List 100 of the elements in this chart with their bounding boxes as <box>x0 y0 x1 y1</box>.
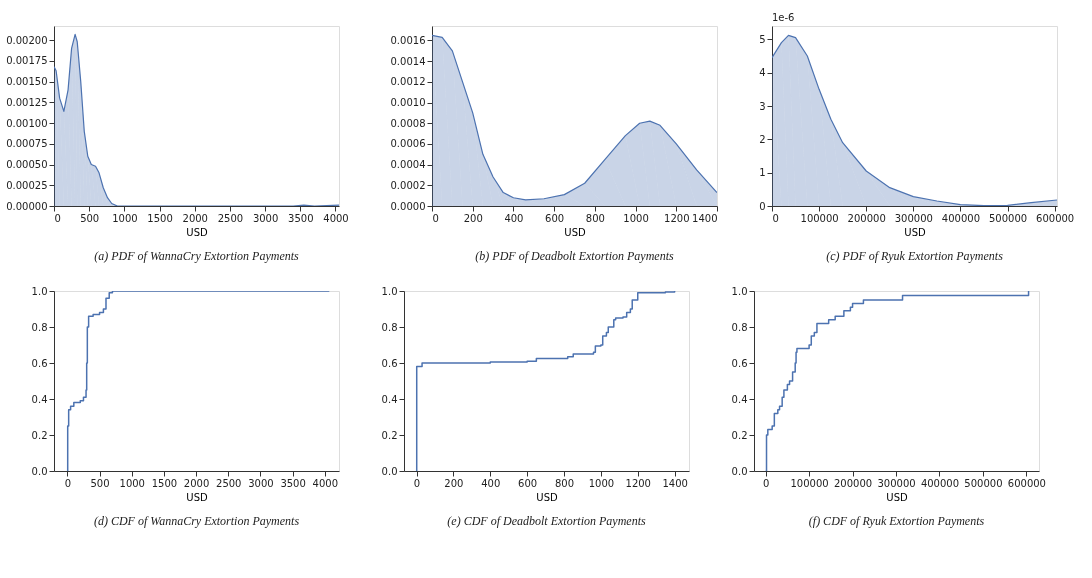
y-tick-label: 1.0 <box>731 285 748 297</box>
x-tick-label: 400 <box>481 477 501 489</box>
x-tick-label: 1500 <box>147 212 173 224</box>
x-tick-label: 600 <box>545 212 565 224</box>
y-tick-label: 0.0010 <box>390 97 426 109</box>
x-tick-label: 3000 <box>248 477 274 489</box>
y-tick-label: 4 <box>759 67 766 79</box>
y-tick-label: 1 <box>759 167 766 179</box>
x-tick-label: 1500 <box>151 477 178 489</box>
y-tick-label: 0.0004 <box>390 159 426 171</box>
x-axis-title: USD <box>886 491 908 503</box>
y-tick-label: 0.0008 <box>390 117 426 129</box>
y-tick-label: 0.00025 <box>6 179 48 191</box>
y-tick-label: 0.0014 <box>390 55 426 67</box>
x-tick-label: 2000 <box>183 477 210 489</box>
x-tick-label: 2500 <box>217 212 244 224</box>
text: (c) PDF of Ryuk Extortion Payments <box>826 249 1004 263</box>
x-tick-label: 1000 <box>112 212 138 224</box>
y-tick-label: 0.2 <box>31 429 48 441</box>
x-tick-label: 2500 <box>216 477 242 489</box>
x-tick-label: 800 <box>585 212 605 224</box>
y-tick-label: 2 <box>759 133 766 145</box>
y-tick-label: 0.0 <box>31 465 48 477</box>
x-tick-label: 0 <box>772 212 779 224</box>
x-tick-label: 1400 <box>692 212 718 224</box>
y-tick-label: 0.6 <box>31 357 48 369</box>
y-tick-label: 0.2 <box>381 429 398 441</box>
x-tick-label: 400 <box>504 212 524 224</box>
y-tick-label: 0.00150 <box>6 76 48 88</box>
text: (b) PDF of Deadbolt Extortion Payments <box>475 249 674 263</box>
x-axis-title: USD <box>536 491 558 503</box>
text: (e) CDF of Deadbolt Extortion Payments <box>447 514 646 528</box>
y-tick-label: 0.8 <box>381 321 398 333</box>
y-tick-label: 0.0 <box>381 465 398 477</box>
x-tick-label: 0 <box>64 477 72 489</box>
y-tick-label: 0.00050 <box>6 159 48 171</box>
x-tick-label: 500 <box>80 212 100 224</box>
x-tick-label: 3500 <box>280 477 306 489</box>
x-tick-label: 1000 <box>623 212 649 224</box>
x-axis-title: USD <box>186 491 208 503</box>
x-tick-label: 1200 <box>625 477 651 489</box>
y-tick-label: 0.00175 <box>6 55 48 67</box>
x-tick-label: 4000 <box>312 477 339 489</box>
x-tick-label: 200000 <box>833 477 873 489</box>
x-tick-label: 200 <box>444 477 464 489</box>
text: (f) CDF of Ryuk Extortion Payments <box>808 514 985 528</box>
y-tick-label: 0.0002 <box>390 179 426 191</box>
x-tick-label: 300000 <box>894 212 933 224</box>
y-tick-label: 1.0 <box>31 285 48 297</box>
y-tick-label: 0.0000 <box>390 200 426 212</box>
y-tick-label: 0.0 <box>731 465 748 477</box>
y-tick-label: 1.0 <box>381 285 398 297</box>
x-tick-label: 0 <box>54 212 61 224</box>
x-tick-label: 400000 <box>920 477 960 489</box>
x-tick-label: 400000 <box>941 212 981 224</box>
x-tick-label: 1000 <box>588 477 615 489</box>
y-tick-label: 5 <box>759 33 766 45</box>
x-tick-label: 800 <box>554 477 575 489</box>
x-tick-label: 4000 <box>323 212 349 224</box>
x-axis-title: USD <box>564 226 586 238</box>
y-tick-label: 3 <box>759 100 766 112</box>
y-tick-label: 0 <box>759 200 766 212</box>
x-tick-label: 300000 <box>877 477 916 489</box>
y-tick-label: 0.00075 <box>6 138 48 150</box>
text: (a) PDF of WannaCry Extortion Payments <box>94 249 300 263</box>
x-tick-label: 2000 <box>182 212 208 224</box>
y-tick-label: 0.00100 <box>6 117 48 129</box>
x-tick-label: 1400 <box>662 477 688 489</box>
x-tick-label: 1000 <box>119 477 145 489</box>
y-tick-label: 0.4 <box>31 393 48 405</box>
x-tick-label: 500 <box>90 477 110 489</box>
y-tick-label: 0.00200 <box>6 34 48 46</box>
y-tick-label: 0.0016 <box>390 34 426 46</box>
y-tick-label: 0.6 <box>731 357 748 369</box>
text: 1e-6 <box>772 12 795 23</box>
x-tick-label: 0 <box>432 212 439 224</box>
text: (d) CDF of WannaCry Extortion Payments <box>93 514 300 528</box>
x-tick-label: 500000 <box>964 477 1003 489</box>
y-tick-label: 0.0006 <box>390 138 426 150</box>
y-tick-label: 0.4 <box>731 393 748 405</box>
x-tick-label: 3000 <box>252 212 279 224</box>
y-tick-label: 0.0012 <box>390 76 426 88</box>
x-tick-label: 3500 <box>288 212 314 224</box>
y-tick-label: 0.6 <box>381 357 398 369</box>
x-tick-label: 600000 <box>1036 212 1075 224</box>
x-tick-label: 200 <box>463 212 483 224</box>
x-tick-label: 1200 <box>664 212 690 224</box>
x-tick-label: 100000 <box>790 477 829 489</box>
y-tick-label: 0.4 <box>381 393 398 405</box>
x-tick-label: 100000 <box>800 212 839 224</box>
x-tick-label: 500000 <box>988 212 1028 224</box>
x-tick-label: 600 <box>518 477 538 489</box>
x-axis-title: USD <box>904 226 926 238</box>
y-tick-label: 0.00125 <box>6 96 48 108</box>
x-tick-label: 600000 <box>1007 477 1046 489</box>
y-tick-label: 0.00000 <box>6 200 48 212</box>
y-tick-label: 0.8 <box>731 321 748 333</box>
x-tick-label: 200000 <box>847 212 886 224</box>
x-axis-title: USD <box>186 226 208 238</box>
y-tick-label: 0.8 <box>31 321 48 333</box>
